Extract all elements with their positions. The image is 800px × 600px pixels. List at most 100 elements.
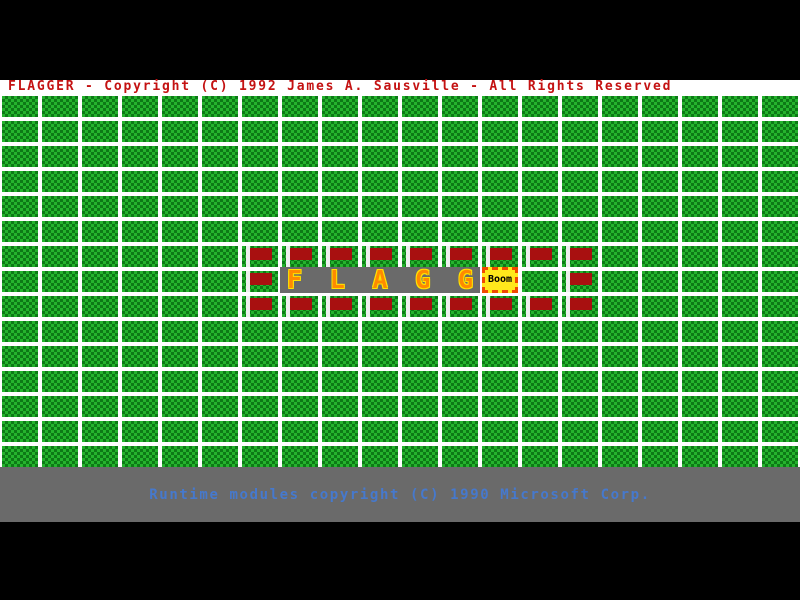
- flag-tile[interactable]: [402, 296, 438, 317]
- grass-tile[interactable]: [162, 271, 198, 292]
- grass-tile[interactable]: [722, 396, 758, 417]
- grass-tile[interactable]: [82, 146, 118, 167]
- grass-tile[interactable]: [402, 196, 438, 217]
- grass-tile[interactable]: [682, 196, 718, 217]
- flag-tile[interactable]: [562, 296, 598, 317]
- grass-tile[interactable]: [482, 321, 518, 342]
- grass-tile[interactable]: [122, 121, 158, 142]
- grass-tile[interactable]: [482, 196, 518, 217]
- grass-tile[interactable]: [602, 446, 638, 467]
- grass-tile[interactable]: [682, 371, 718, 392]
- flag-tile[interactable]: [522, 296, 558, 317]
- grass-tile[interactable]: [602, 421, 638, 442]
- grass-tile[interactable]: [682, 121, 718, 142]
- grass-tile[interactable]: [762, 196, 798, 217]
- grass-tile[interactable]: [602, 146, 638, 167]
- grass-tile[interactable]: [282, 346, 318, 367]
- grass-tile[interactable]: [82, 421, 118, 442]
- grass-tile[interactable]: [122, 221, 158, 242]
- grass-tile[interactable]: [602, 171, 638, 192]
- grass-tile[interactable]: [722, 371, 758, 392]
- grass-tile[interactable]: [442, 421, 478, 442]
- grass-tile[interactable]: [42, 421, 78, 442]
- grass-tile[interactable]: [522, 321, 558, 342]
- grass-tile[interactable]: [362, 146, 398, 167]
- grass-tile[interactable]: [522, 271, 558, 292]
- grass-tile[interactable]: [82, 221, 118, 242]
- grass-tile[interactable]: [402, 146, 438, 167]
- grass-tile[interactable]: [762, 346, 798, 367]
- grass-tile[interactable]: [122, 296, 158, 317]
- grass-tile[interactable]: [202, 446, 238, 467]
- grass-tile[interactable]: [642, 321, 678, 342]
- grass-tile[interactable]: [362, 321, 398, 342]
- grass-tile[interactable]: [322, 96, 358, 117]
- flag-tile[interactable]: [442, 246, 478, 267]
- grass-tile[interactable]: [322, 446, 358, 467]
- grass-tile[interactable]: [82, 396, 118, 417]
- grass-tile[interactable]: [202, 421, 238, 442]
- grass-tile[interactable]: [242, 196, 278, 217]
- grass-tile[interactable]: [242, 396, 278, 417]
- grass-tile[interactable]: [402, 346, 438, 367]
- grass-tile[interactable]: [682, 321, 718, 342]
- grass-tile[interactable]: [522, 371, 558, 392]
- grass-tile[interactable]: [362, 346, 398, 367]
- grass-tile[interactable]: [162, 371, 198, 392]
- grass-tile[interactable]: [82, 196, 118, 217]
- grass-tile[interactable]: [362, 371, 398, 392]
- grass-tile[interactable]: [642, 96, 678, 117]
- grass-tile[interactable]: [2, 346, 38, 367]
- grass-tile[interactable]: [82, 296, 118, 317]
- grass-tile[interactable]: [442, 146, 478, 167]
- grass-tile[interactable]: [442, 196, 478, 217]
- grass-tile[interactable]: [682, 446, 718, 467]
- grass-tile[interactable]: [242, 446, 278, 467]
- grass-tile[interactable]: [602, 396, 638, 417]
- grass-tile[interactable]: [442, 96, 478, 117]
- grass-tile[interactable]: [82, 246, 118, 267]
- grass-tile[interactable]: [402, 321, 438, 342]
- grass-tile[interactable]: [202, 221, 238, 242]
- grass-tile[interactable]: [522, 196, 558, 217]
- grass-tile[interactable]: [642, 421, 678, 442]
- grass-tile[interactable]: [122, 146, 158, 167]
- grass-tile[interactable]: [242, 171, 278, 192]
- grass-tile[interactable]: [362, 421, 398, 442]
- grass-tile[interactable]: [282, 446, 318, 467]
- grass-tile[interactable]: [562, 321, 598, 342]
- grass-tile[interactable]: [522, 396, 558, 417]
- grass-tile[interactable]: [362, 96, 398, 117]
- grass-tile[interactable]: [162, 96, 198, 117]
- grass-tile[interactable]: [202, 296, 238, 317]
- grass-tile[interactable]: [162, 171, 198, 192]
- grass-tile[interactable]: [82, 121, 118, 142]
- grass-tile[interactable]: [722, 246, 758, 267]
- grass-tile[interactable]: [562, 121, 598, 142]
- grass-tile[interactable]: [2, 221, 38, 242]
- grass-tile[interactable]: [122, 271, 158, 292]
- flag-tile[interactable]: [242, 246, 278, 267]
- grass-tile[interactable]: [2, 421, 38, 442]
- grass-tile[interactable]: [722, 146, 758, 167]
- grass-tile[interactable]: [682, 396, 718, 417]
- grass-tile[interactable]: [402, 171, 438, 192]
- grass-tile[interactable]: [482, 96, 518, 117]
- grass-tile[interactable]: [2, 271, 38, 292]
- grass-tile[interactable]: [122, 196, 158, 217]
- grass-tile[interactable]: [42, 196, 78, 217]
- grass-tile[interactable]: [282, 171, 318, 192]
- grass-tile[interactable]: [402, 221, 438, 242]
- grass-tile[interactable]: [602, 221, 638, 242]
- grass-tile[interactable]: [562, 221, 598, 242]
- grass-tile[interactable]: [642, 296, 678, 317]
- grass-tile[interactable]: [482, 146, 518, 167]
- flag-tile[interactable]: [562, 271, 598, 292]
- grass-tile[interactable]: [2, 446, 38, 467]
- grass-tile[interactable]: [522, 171, 558, 192]
- grass-tile[interactable]: [522, 421, 558, 442]
- grass-tile[interactable]: [202, 321, 238, 342]
- grass-tile[interactable]: [562, 96, 598, 117]
- grass-tile[interactable]: [282, 196, 318, 217]
- grass-tile[interactable]: [322, 396, 358, 417]
